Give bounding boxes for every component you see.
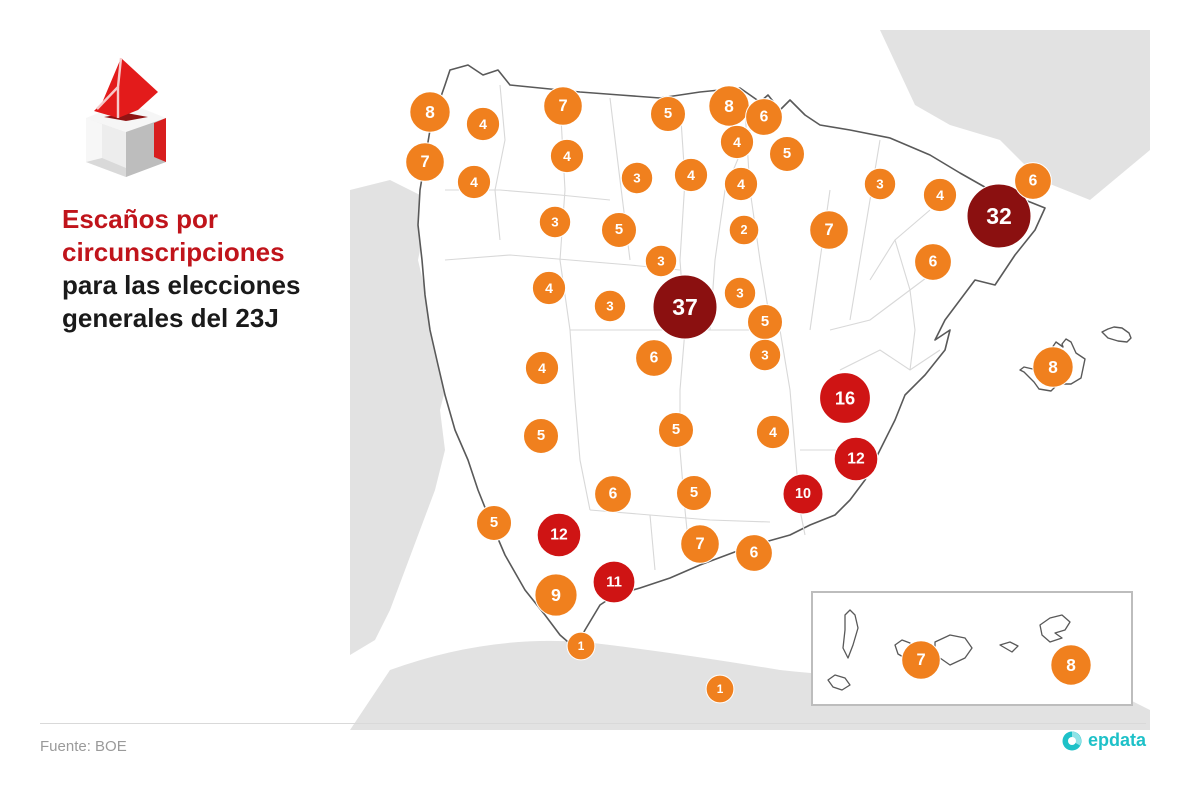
- svg-text:8: 8: [1048, 357, 1058, 377]
- svg-text:7: 7: [916, 651, 925, 669]
- svg-text:5: 5: [537, 428, 545, 444]
- svg-text:3: 3: [876, 177, 883, 192]
- svg-text:16: 16: [835, 388, 855, 409]
- svg-text:12: 12: [847, 451, 865, 468]
- svg-text:9: 9: [551, 585, 561, 605]
- svg-text:6: 6: [1029, 173, 1038, 190]
- svg-text:1: 1: [717, 682, 724, 696]
- svg-text:6: 6: [650, 350, 659, 367]
- svg-text:3: 3: [551, 215, 558, 230]
- svg-text:8: 8: [1066, 655, 1076, 675]
- svg-text:7: 7: [420, 153, 429, 171]
- svg-text:6: 6: [750, 545, 759, 562]
- svg-text:3: 3: [657, 254, 664, 269]
- svg-text:32: 32: [986, 203, 1012, 229]
- svg-text:12: 12: [550, 527, 568, 544]
- svg-text:5: 5: [672, 422, 680, 438]
- svg-text:11: 11: [606, 574, 622, 591]
- svg-text:10: 10: [795, 486, 811, 502]
- svg-text:4: 4: [479, 116, 487, 132]
- svg-text:5: 5: [761, 314, 769, 330]
- svg-text:4: 4: [936, 187, 944, 203]
- svg-text:37: 37: [672, 294, 698, 320]
- svg-text:4: 4: [737, 176, 745, 192]
- svg-text:4: 4: [563, 148, 571, 164]
- svg-text:5: 5: [615, 222, 623, 238]
- svg-text:5: 5: [783, 146, 791, 162]
- svg-text:5: 5: [664, 106, 672, 122]
- svg-text:3: 3: [633, 171, 640, 186]
- svg-text:7: 7: [824, 221, 833, 239]
- svg-text:4: 4: [769, 424, 777, 440]
- svg-text:7: 7: [695, 535, 704, 553]
- svg-text:6: 6: [760, 109, 769, 126]
- svg-text:5: 5: [690, 485, 698, 501]
- svg-text:3: 3: [606, 299, 613, 314]
- svg-text:7: 7: [558, 97, 567, 115]
- svg-text:3: 3: [736, 286, 743, 301]
- svg-text:3: 3: [761, 348, 768, 363]
- svg-text:4: 4: [545, 280, 553, 296]
- svg-text:4: 4: [687, 167, 695, 183]
- svg-text:8: 8: [425, 102, 435, 122]
- svg-text:8: 8: [724, 96, 734, 116]
- svg-text:4: 4: [538, 360, 546, 376]
- svg-text:6: 6: [609, 486, 618, 503]
- svg-text:4: 4: [470, 174, 478, 190]
- svg-text:1: 1: [578, 639, 585, 653]
- svg-text:4: 4: [733, 134, 741, 150]
- svg-text:2: 2: [740, 223, 747, 237]
- svg-text:5: 5: [490, 515, 498, 531]
- svg-text:6: 6: [929, 254, 938, 271]
